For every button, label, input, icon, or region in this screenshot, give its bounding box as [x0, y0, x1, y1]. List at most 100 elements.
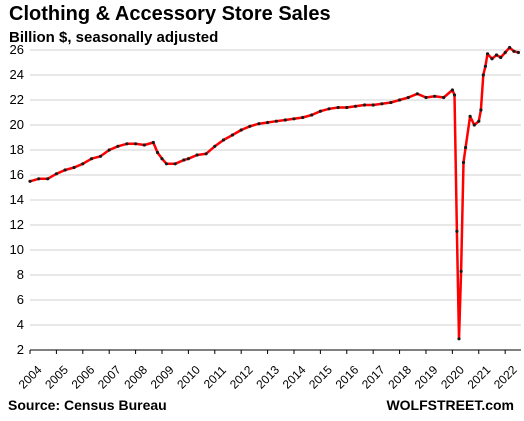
x-tick-label: 2022 — [491, 363, 520, 392]
data-point — [450, 88, 454, 92]
x-tick-label: 2020 — [438, 363, 467, 392]
x-tick-label: 2005 — [42, 363, 71, 392]
data-point — [389, 100, 393, 105]
data-point — [239, 128, 243, 132]
data-point — [173, 162, 177, 166]
y-tick-label: 8 — [17, 267, 24, 282]
x-tick-label: 2011 — [201, 363, 229, 391]
data-point — [81, 162, 85, 166]
data-point — [28, 179, 32, 183]
y-tick-label: 18 — [10, 142, 24, 157]
data-point — [283, 118, 287, 122]
data-point — [516, 50, 521, 55]
data-point — [301, 115, 305, 120]
data-point — [371, 103, 375, 107]
data-point — [457, 337, 461, 341]
data-point — [490, 57, 494, 61]
data-point — [257, 122, 261, 126]
x-tick-label: 2021 — [465, 363, 494, 392]
data-point — [160, 157, 164, 161]
data-point — [508, 45, 512, 50]
x-axis — [29, 349, 521, 354]
data-point — [182, 158, 186, 162]
y-tick-label: 4 — [17, 317, 24, 332]
data-point — [327, 107, 331, 111]
data-point — [107, 148, 111, 152]
data-point — [116, 144, 120, 148]
data-point — [485, 52, 490, 56]
data-point — [472, 123, 476, 127]
data-point — [362, 103, 367, 107]
data-point — [72, 165, 76, 170]
x-tick-label: 2006 — [69, 363, 98, 392]
data-point — [134, 142, 138, 146]
y-tick-label: 14 — [10, 192, 24, 207]
data-point — [406, 95, 410, 100]
x-tick-label: 2008 — [121, 363, 150, 392]
gridlines — [30, 49, 521, 326]
y-tick-label: 10 — [10, 242, 24, 257]
data-series — [28, 45, 521, 341]
data-point — [455, 229, 459, 233]
data-point — [398, 98, 402, 102]
y-tick-label: 20 — [10, 117, 24, 132]
data-point — [221, 138, 226, 142]
data-point — [186, 157, 190, 161]
data-point — [464, 145, 468, 150]
data-point — [499, 55, 503, 60]
x-tick-label: 2016 — [333, 363, 362, 392]
x-tick-label: 2007 — [95, 363, 124, 392]
data-point — [353, 104, 358, 108]
data-point — [125, 142, 129, 146]
data-point — [345, 105, 349, 110]
data-point — [336, 105, 340, 110]
data-point — [512, 49, 516, 53]
data-point — [479, 108, 483, 112]
data-point — [494, 53, 499, 57]
data-point — [155, 150, 160, 155]
brand-watermark: WOLFSTREET.com — [386, 397, 514, 413]
y-tick-label: 6 — [17, 292, 24, 307]
data-point — [477, 119, 481, 123]
x-tick-label: 2004 — [16, 363, 45, 392]
data-point — [142, 143, 146, 147]
chart-title: Clothing & Accessory Store Sales — [9, 3, 331, 25]
x-tick-label: 2018 — [385, 363, 414, 392]
y-tick-label: 12 — [10, 217, 24, 232]
data-point — [248, 124, 252, 128]
sales-line — [29, 46, 519, 341]
data-point — [204, 152, 208, 156]
data-point — [230, 133, 235, 137]
data-point — [481, 73, 485, 77]
data-point — [459, 269, 463, 273]
data-point — [468, 114, 472, 118]
x-tick-label: 2014 — [280, 363, 309, 392]
data-point — [37, 177, 41, 181]
data-point — [452, 93, 457, 97]
data-point — [424, 95, 428, 100]
y-tick-label: 26 — [10, 42, 24, 57]
data-point — [46, 177, 50, 181]
data-point — [433, 94, 437, 98]
data-point — [54, 172, 59, 176]
y-tick-label: 16 — [10, 167, 24, 182]
data-point — [503, 50, 507, 55]
data-point — [380, 102, 384, 106]
y-tick-label: 24 — [10, 67, 24, 82]
source-note: Source: Census Bureau — [8, 397, 167, 413]
y-tick-label: 2 — [17, 342, 24, 357]
x-tick-label: 2013 — [253, 363, 282, 392]
x-tick-label: 2017 — [359, 363, 388, 392]
data-point — [213, 144, 217, 148]
x-axis-labels: 2004200520062007200820092010201120122013… — [16, 363, 520, 392]
x-tick-label: 2009 — [148, 363, 177, 392]
data-point — [483, 64, 487, 68]
x-tick-label: 2012 — [227, 363, 256, 392]
chart-subtitle: Billion $, seasonally adjusted — [9, 29, 219, 46]
data-point — [98, 154, 103, 158]
x-tick-label: 2019 — [412, 363, 441, 392]
data-point — [195, 153, 199, 157]
data-point — [442, 95, 446, 100]
